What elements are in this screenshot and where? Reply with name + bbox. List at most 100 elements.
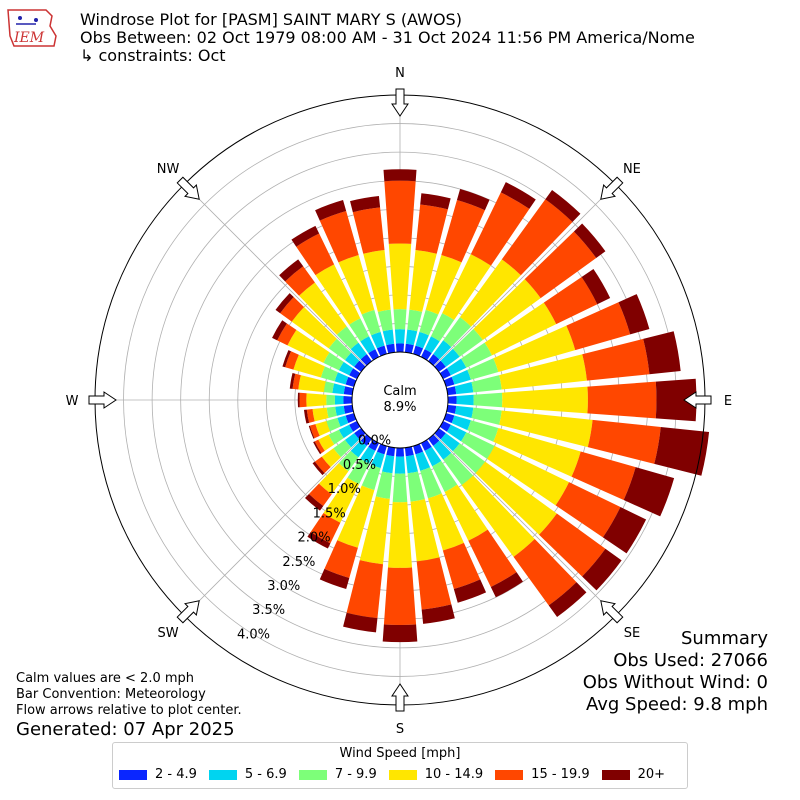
- notes: Calm values are < 2.0 mph Bar Convention…: [16, 671, 242, 719]
- wind-bar-segment: [428, 493, 464, 551]
- compass-arrow-icon: [88, 391, 117, 409]
- wind-bar-segment: [407, 309, 423, 332]
- obs-range: Obs Between: 02 Oct 1979 08:00 AM - 31 O…: [80, 28, 695, 47]
- radial-tick-label: 2.5%: [282, 555, 315, 570]
- wind-bar-segment: [338, 450, 359, 472]
- wind-bar-segment: [446, 358, 467, 376]
- wind-bar-segment: [475, 461, 557, 535]
- legend-swatch: [388, 769, 417, 780]
- flow-arrows-note: Flow arrows relative to plot center.: [16, 703, 242, 718]
- wind-bar-segment: [470, 192, 530, 266]
- wind-bar-segment: [405, 329, 418, 346]
- wind-bar-segment: [328, 338, 352, 361]
- wind-bar-segment: [315, 264, 361, 325]
- legend-label: 2 - 4.9: [155, 767, 197, 782]
- compass-arrow-icon: [600, 176, 624, 200]
- wind-bar-segment: [461, 432, 495, 459]
- grid-spoke: [184, 433, 367, 616]
- grid-spoke: [433, 184, 616, 367]
- legend: Wind Speed [mph] 2 - 4.9 5 - 6.9 7 - 9.9 10…: [112, 742, 688, 789]
- wind-bar-segment: [343, 404, 354, 414]
- wind-bar-segment: [623, 467, 675, 517]
- wind-bar-segment: [394, 329, 406, 344]
- wind-bar-segment: [447, 395, 457, 405]
- compass-arrow-icon: [176, 600, 200, 624]
- radial-tick-label: 0.5%: [343, 458, 376, 473]
- radial-tick-label: 2.0%: [298, 531, 331, 546]
- grid-spoke: [184, 184, 367, 367]
- legend-item: 10 - 14.9: [388, 767, 483, 782]
- wind-bar-segment: [277, 323, 297, 346]
- obs-used: Obs Used: 27066: [613, 650, 768, 671]
- summary-title: Summary: [681, 628, 768, 649]
- wind-bar-segment: [468, 529, 517, 588]
- wind-bar-segment: [349, 420, 361, 432]
- wind-bar-segment: [416, 557, 452, 610]
- wind-bar-segment: [513, 539, 577, 606]
- wind-bar-segment: [375, 471, 393, 499]
- compass-label: N: [395, 66, 405, 81]
- wind-bar-segment: [338, 424, 354, 439]
- wind-bar-segment: [451, 415, 471, 431]
- wind-bar-segment: [287, 329, 330, 363]
- wind-bar-segment: [289, 373, 296, 389]
- wind-bar-segment: [352, 207, 385, 254]
- wind-bar-segment: [415, 204, 448, 254]
- wind-bar-segment: [350, 196, 381, 213]
- wind-bar-segment: [293, 354, 325, 378]
- radial-tick-label: 1.0%: [328, 482, 361, 497]
- wind-bar-segment: [587, 381, 657, 419]
- wind-bar-segment: [461, 342, 492, 368]
- bar-convention: Bar Convention: Meteorology: [16, 687, 206, 702]
- wind-bar-segment: [336, 326, 359, 350]
- wind-bar-segment: [337, 415, 349, 427]
- wind-bar-segment: [404, 446, 414, 457]
- wind-bar-segment: [292, 373, 301, 390]
- wind-bar-segment: [425, 254, 462, 315]
- wind-bar-segment: [453, 579, 487, 603]
- compass-label: SW: [158, 626, 179, 641]
- radial-tick-label: 1.5%: [313, 506, 346, 521]
- wind-bar-segment: [310, 513, 341, 544]
- wind-bar-segment: [420, 193, 451, 210]
- wind-bar-segment: [424, 336, 440, 354]
- wind-bar-segment: [296, 233, 335, 276]
- wind-bar-segment: [433, 440, 452, 460]
- wind-bar-segment: [415, 331, 429, 349]
- wind-bar-segment: [454, 405, 474, 418]
- wind-bar-segment: [452, 328, 483, 357]
- wind-bar-segment: [371, 451, 385, 469]
- wind-bar-segment: [493, 428, 581, 477]
- wind-bar-segment: [443, 413, 455, 424]
- wind-bar-segment: [471, 407, 502, 425]
- wind-bar-segment: [285, 351, 299, 370]
- wind-bar-segment: [573, 223, 606, 258]
- logo-text: IEM: [13, 30, 45, 46]
- wind-bar-segment: [393, 309, 407, 330]
- wind-bar-segment: [332, 383, 346, 395]
- legend-swatch: [119, 769, 147, 780]
- grid-spoke: [433, 433, 616, 616]
- wind-bar-segment: [446, 386, 457, 396]
- wind-bar-segment: [501, 199, 573, 276]
- summary: Summary Obs Used: 27066 Obs Without Wind…: [583, 628, 768, 716]
- wind-bar-segment: [384, 180, 416, 244]
- plot-title: Windrose Plot for [PASM] SAINT MARY S (A…: [80, 10, 462, 29]
- wind-bar-segment: [499, 410, 593, 448]
- calm-circle: [351, 351, 449, 449]
- compass-label: NE: [623, 162, 641, 177]
- wind-bar-segment: [440, 348, 460, 367]
- wind-bar-segment: [459, 259, 521, 327]
- wind-bar-segment: [415, 451, 431, 471]
- legend-title: Wind Speed [mph]: [339, 746, 461, 761]
- wind-bar-segment: [409, 249, 437, 312]
- wind-bar-segment: [313, 441, 322, 455]
- wind-bar-segment: [490, 572, 523, 598]
- wind-bar-segment: [349, 318, 370, 342]
- wind-bar-segment: [337, 485, 375, 548]
- wind-bar-segment: [314, 439, 325, 454]
- wind-bar-segment: [439, 368, 451, 380]
- wind-bar-segment: [487, 445, 570, 506]
- legend-item: 7 - 9.9: [298, 767, 377, 782]
- wind-bar-segment: [383, 169, 417, 182]
